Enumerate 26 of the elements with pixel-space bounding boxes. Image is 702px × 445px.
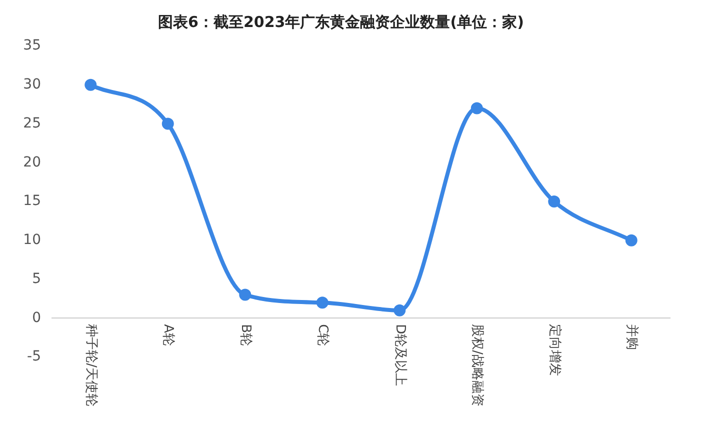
point <box>84 78 97 91</box>
y-tick-label: 0 <box>32 310 41 326</box>
x-tick-label: B轮 <box>238 324 253 346</box>
y-tick-label: 30 <box>23 76 41 93</box>
chart-title: 图表6：截至2023年广东黄金融资企业数量(单位：家) <box>158 12 524 31</box>
point <box>470 102 483 114</box>
point <box>316 296 328 309</box>
x-tick-label: 定向增发 <box>546 324 562 376</box>
y-tick-label: 15 <box>23 193 41 210</box>
y-tick-label: 5 <box>32 270 41 287</box>
x-tick-label: 股权/战略融资 <box>470 324 484 407</box>
x-tick-label: 并购 <box>624 324 639 350</box>
y-tick-label: 20 <box>23 154 41 170</box>
x-tick-label: 种子轮/天使轮 <box>83 324 98 407</box>
point <box>162 118 174 130</box>
x-tick-label: C轮 <box>315 324 330 346</box>
point <box>548 196 560 208</box>
y-tick-label: 25 <box>23 115 41 132</box>
y-tick-label: -5 <box>27 348 41 365</box>
y-tick-label: 10 <box>23 232 41 248</box>
point <box>239 288 252 301</box>
x-tick-label: A轮 <box>160 324 176 346</box>
x-tick-label: D轮及以上 <box>392 324 408 386</box>
y-tick-label: 35 <box>23 38 41 54</box>
point <box>394 304 406 316</box>
point <box>625 234 638 246</box>
